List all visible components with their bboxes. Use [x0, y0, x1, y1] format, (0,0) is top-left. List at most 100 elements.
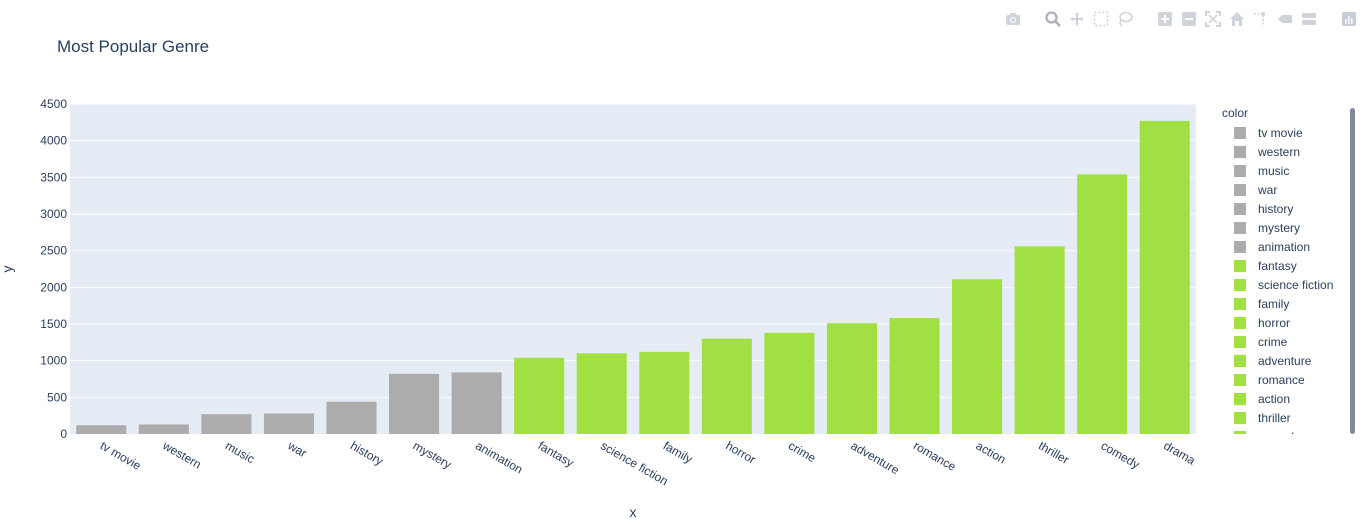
- legend-item[interactable]: comedy: [1222, 427, 1350, 434]
- bar-family[interactable]: [639, 351, 690, 434]
- bar-history[interactable]: [326, 401, 377, 434]
- y-tick-label: 2000: [40, 280, 67, 294]
- legend-swatch: [1234, 354, 1246, 367]
- bar-science-fiction[interactable]: [576, 353, 627, 434]
- bar-crime[interactable]: [764, 332, 815, 434]
- legend-swatch: [1234, 145, 1246, 158]
- legend-item[interactable]: adventure: [1222, 351, 1350, 370]
- legend-item[interactable]: family: [1222, 294, 1350, 313]
- legend-swatch: [1234, 278, 1246, 291]
- legend: color tv movie western music war history myst…: [1222, 106, 1350, 434]
- legend-label: action: [1258, 391, 1291, 406]
- bar-action[interactable]: [952, 279, 1003, 434]
- y-tick-label: 1500: [40, 317, 67, 331]
- legend-label: animation: [1258, 239, 1311, 254]
- x-tick-label: action: [974, 438, 1009, 466]
- spike-lines-icon[interactable]: [1252, 10, 1270, 28]
- zoom-out-icon[interactable]: [1180, 10, 1198, 28]
- legend-swatch: [1234, 183, 1246, 196]
- legend-item[interactable]: war: [1222, 180, 1350, 199]
- x-tick-label: comedy: [1099, 438, 1142, 471]
- legend-item[interactable]: crime: [1222, 332, 1350, 351]
- bar-western[interactable]: [138, 424, 189, 434]
- y-axis-label: y: [0, 266, 15, 273]
- y-tick-label: 1000: [40, 354, 67, 368]
- legend-item[interactable]: music: [1222, 161, 1350, 180]
- y-tick-label: 3000: [40, 207, 67, 221]
- legend-item[interactable]: western: [1222, 142, 1350, 161]
- legend-item[interactable]: animation: [1222, 237, 1350, 256]
- zoom-icon[interactable]: [1044, 10, 1062, 28]
- legend-swatch: [1234, 430, 1246, 434]
- bar-romance[interactable]: [889, 318, 940, 434]
- bar-adventure[interactable]: [826, 323, 877, 434]
- legend-item[interactable]: thriller: [1222, 408, 1350, 427]
- legend-label: adventure: [1258, 353, 1312, 368]
- lasso-icon[interactable]: [1116, 10, 1134, 28]
- bar-fantasy[interactable]: [514, 357, 565, 434]
- legend-label: comedy: [1258, 430, 1300, 435]
- hover-closest-icon[interactable]: [1276, 10, 1294, 28]
- camera-icon[interactable]: [1004, 10, 1022, 28]
- x-axis-label: x: [630, 504, 637, 520]
- bar-animation[interactable]: [451, 372, 502, 434]
- x-tick-label: music: [223, 438, 257, 466]
- pan-icon[interactable]: [1068, 10, 1086, 28]
- bar-horror[interactable]: [701, 338, 752, 434]
- modebar: [1004, 8, 1358, 30]
- legend-label: western: [1258, 144, 1301, 159]
- bar-comedy[interactable]: [1077, 174, 1128, 434]
- bar-tv-movie[interactable]: [76, 425, 127, 434]
- hover-compare-icon[interactable]: [1300, 10, 1318, 28]
- bar-war[interactable]: [263, 413, 314, 434]
- legend-label: war: [1258, 182, 1278, 197]
- x-tick-label: animation: [473, 438, 525, 476]
- y-tick-label: 2500: [40, 244, 67, 258]
- x-tick-label: crime: [786, 438, 819, 465]
- legend-item[interactable]: mystery: [1222, 218, 1350, 237]
- x-tick-label: fantasy: [536, 438, 577, 469]
- bar-drama[interactable]: [1139, 120, 1190, 434]
- legend-label: horror: [1258, 315, 1291, 330]
- legend-item[interactable]: history: [1222, 199, 1350, 218]
- x-tick-label: tv movie: [98, 438, 144, 473]
- legend-label: crime: [1258, 334, 1288, 349]
- legend-items: tv movie western music war history mystery ani…: [1222, 123, 1350, 434]
- y-tick-labels: 0 500 1000 1500 2000 2500 3000 3500 4000 4500: [40, 97, 67, 441]
- home-icon[interactable]: [1228, 10, 1246, 28]
- legend-label: family: [1258, 296, 1290, 311]
- legend-label: romance: [1258, 372, 1305, 387]
- grid-lines: [70, 103, 1196, 398]
- legend-item[interactable]: fantasy: [1222, 256, 1350, 275]
- legend-item[interactable]: tv movie: [1222, 123, 1350, 142]
- legend-swatch: [1234, 259, 1246, 272]
- legend-item[interactable]: science fiction: [1222, 275, 1350, 294]
- bar-mystery[interactable]: [389, 373, 440, 434]
- legend-swatch: [1234, 297, 1246, 310]
- x-tick-label: family: [661, 438, 695, 466]
- bar-thriller[interactable]: [1014, 246, 1065, 434]
- y-tick-label: 4500: [40, 97, 67, 111]
- legend-swatch: [1234, 221, 1246, 234]
- legend-scrollbar[interactable]: [1350, 108, 1355, 434]
- x-tick-label: horror: [723, 438, 758, 466]
- plotly-logo-icon[interactable]: [1340, 10, 1358, 28]
- legend-item[interactable]: action: [1222, 389, 1350, 408]
- legend-title: color: [1222, 106, 1249, 120]
- box-select-icon[interactable]: [1092, 10, 1110, 28]
- legend-swatch: [1234, 316, 1246, 329]
- legend-label: mystery: [1258, 220, 1300, 235]
- legend-item[interactable]: romance: [1222, 370, 1350, 389]
- y-tick-label: 0: [60, 427, 67, 441]
- legend-swatch: [1234, 392, 1246, 405]
- legend-item[interactable]: horror: [1222, 313, 1350, 332]
- autoscale-icon[interactable]: [1204, 10, 1222, 28]
- legend-label: science fiction: [1258, 277, 1334, 292]
- x-tick-label: romance: [911, 438, 959, 474]
- bar-music[interactable]: [201, 414, 252, 434]
- plot-area: [70, 104, 1196, 434]
- bars[interactable]: [76, 120, 1190, 434]
- legend-label: thriller: [1258, 410, 1291, 425]
- zoom-in-icon[interactable]: [1156, 10, 1174, 28]
